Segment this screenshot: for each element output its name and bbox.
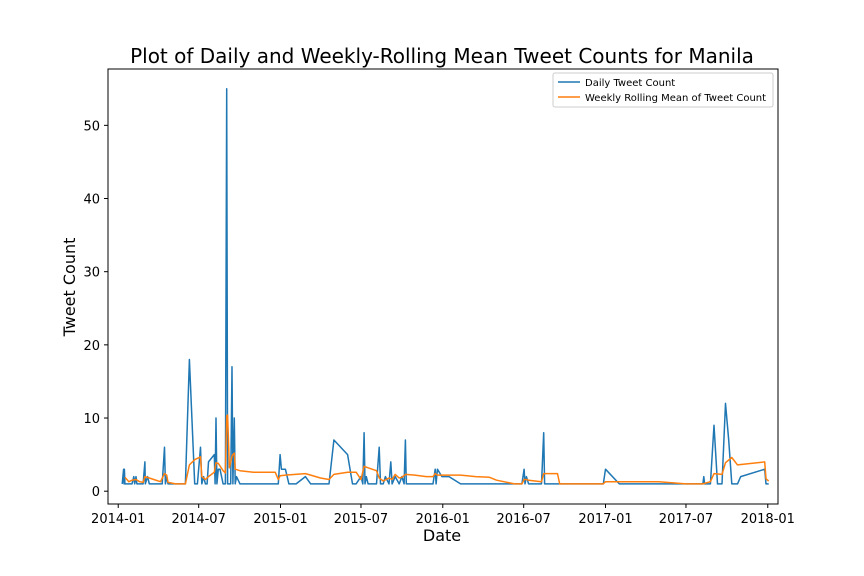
y-tick-label: 20 xyxy=(83,339,100,354)
plot-area xyxy=(121,88,770,485)
x-tick-label: 2017-07 xyxy=(659,512,713,527)
chart-title: Plot of Daily and Weekly-Rolling Mean Tw… xyxy=(130,44,754,68)
x-tick-label: 2015-07 xyxy=(334,512,388,527)
legend: Daily Tweet Count Weekly Rolling Mean of… xyxy=(552,72,774,108)
y-tick-label: 10 xyxy=(83,412,100,427)
y-axis-label: Tweet Count xyxy=(60,238,79,338)
series-line-rolling xyxy=(124,414,770,485)
legend-label-rolling: Weekly Rolling Mean of Tweet Count xyxy=(585,93,766,104)
y-tick-label: 30 xyxy=(83,266,100,281)
legend-box xyxy=(552,72,774,108)
y-tick-label: 40 xyxy=(83,193,100,208)
x-axis-label: Date xyxy=(423,526,461,545)
x-tick-label: 2018-01 xyxy=(741,512,795,527)
x-tick-label: 2014-07 xyxy=(172,512,226,527)
y-tick-label: 0 xyxy=(92,485,100,500)
x-tick-label: 2014-01 xyxy=(91,512,145,527)
x-axis: 2014-01 2014-07 2015-01 2015-07 2016-01 2016-… xyxy=(91,504,795,527)
x-tick-label: 2015-01 xyxy=(253,512,307,527)
y-tick-label: 50 xyxy=(83,119,100,134)
x-tick-label: 2016-01 xyxy=(416,512,470,527)
plot-frame xyxy=(107,68,779,505)
y-axis: 0 10 20 30 40 50 xyxy=(83,119,108,500)
legend-label-daily: Daily Tweet Count xyxy=(585,78,675,89)
x-tick-label: 2017-01 xyxy=(578,512,632,527)
x-tick-label: 2016-07 xyxy=(497,512,551,527)
